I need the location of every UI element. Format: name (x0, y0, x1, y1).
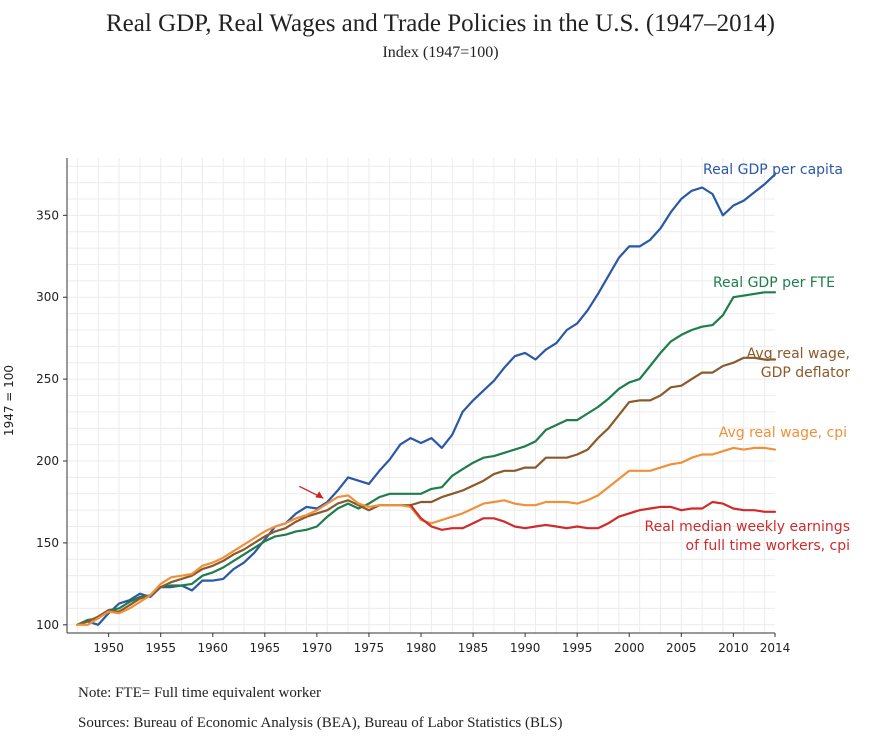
x-tick-label: 1970 (302, 641, 333, 655)
series-line (76, 356, 777, 626)
x-tick-label: 2000 (614, 641, 645, 655)
series-label: GDP deflator (761, 365, 850, 381)
series-label: Avg real wage, cpi (719, 425, 847, 441)
y-axis-label: 1947 = 100 (2, 365, 16, 436)
chart-note: Note: FTE= Full time equivalent worker (78, 685, 321, 701)
series-line (409, 500, 777, 531)
series-label: Avg real wage, (747, 346, 850, 362)
x-tick-label: 1990 (510, 641, 541, 655)
series-line (76, 173, 777, 626)
y-tick-label: 150 (36, 536, 59, 550)
y-tick-label: 200 (36, 454, 59, 468)
x-tick-label: 2005 (666, 641, 697, 655)
x-tick-label: 1980 (406, 641, 437, 655)
series-label: of full time workers, cpi (686, 538, 850, 554)
annotation-arrowhead (315, 491, 324, 499)
y-tick-label: 250 (36, 372, 59, 386)
series-label: Real GDP per capita (703, 162, 843, 178)
y-tick-label: 350 (36, 208, 59, 222)
x-tick-label: 1985 (458, 641, 489, 655)
chart-title: Real GDP, Real Wages and Trade Policies … (106, 10, 775, 37)
series-label: Real GDP per FTE (713, 275, 835, 291)
series-label: Real median weekly earnings (645, 519, 851, 535)
chart-subtitle: Index (1947=100) (382, 44, 499, 61)
x-tick-label: 1965 (250, 641, 281, 655)
chart-sources: Sources: Bureau of Economic Analysis (BE… (78, 715, 563, 731)
y-tick-label: 300 (36, 290, 59, 304)
series-line (76, 291, 777, 626)
x-tick-label: 1950 (93, 641, 124, 655)
x-tick-label: 2010 (718, 641, 749, 655)
x-tick-label: 1975 (354, 641, 385, 655)
series-line (76, 446, 777, 626)
x-tick-label: 1960 (197, 641, 228, 655)
x-tick-label: 1995 (562, 641, 593, 655)
x-tick-label: 2014 (760, 641, 791, 655)
x-tick-label: 1955 (145, 641, 176, 655)
y-tick-label: 100 (36, 618, 59, 632)
